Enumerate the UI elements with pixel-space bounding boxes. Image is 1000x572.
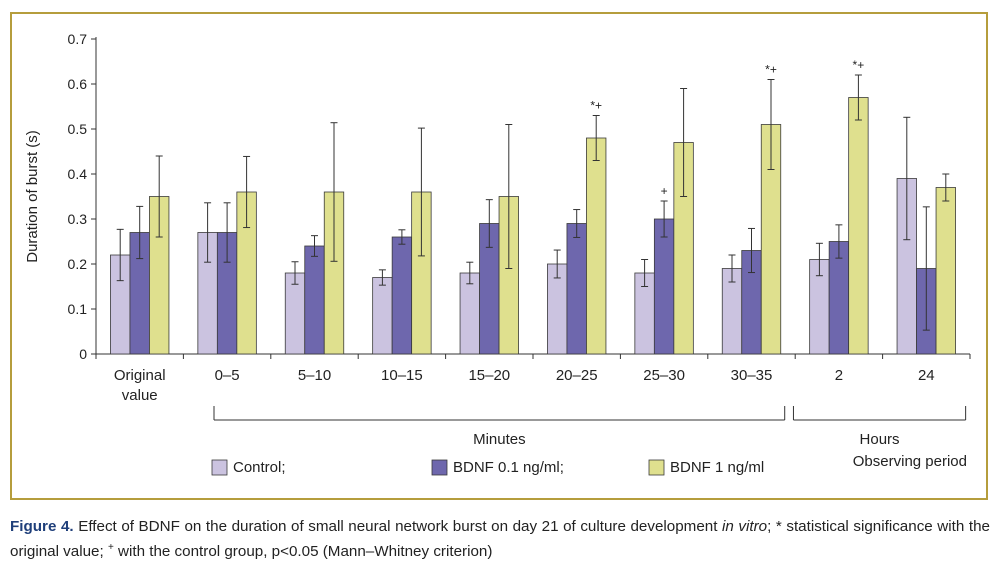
- legend-label: BDNF 1 ng/ml: [670, 459, 764, 476]
- y-tick-label: 0: [79, 346, 87, 362]
- legend-swatch: [211, 459, 228, 476]
- caption-text-1: Effect of BDNF on the duration of small …: [73, 518, 723, 535]
- bar: [653, 218, 675, 355]
- group-label: Minutes: [473, 431, 526, 448]
- y-tick-label: 0.5: [68, 121, 88, 137]
- figure-label: Figure 4.: [10, 518, 74, 535]
- y-tick-label: 0.3: [68, 211, 88, 227]
- bar: [372, 277, 393, 355]
- bar: [935, 187, 956, 355]
- y-tick-label: 0.7: [68, 31, 88, 47]
- legend-label: BDNF 0.1 ng/ml;: [453, 459, 564, 476]
- x-tick-label: 24: [918, 367, 935, 384]
- significance-mark: +: [661, 184, 668, 198]
- x-tick-label: value: [122, 387, 158, 404]
- bar: [566, 223, 587, 355]
- y-tick-label: 0.2: [68, 256, 88, 272]
- bar: [848, 97, 869, 355]
- x-tick-label: 0–5: [215, 367, 240, 384]
- bar: [459, 272, 480, 355]
- group-label: Hours: [860, 431, 900, 448]
- x-axis-label: Observing period: [853, 453, 967, 470]
- x-tick-label: 25–30: [643, 367, 685, 384]
- significance-mark: *+: [853, 58, 865, 72]
- y-tick-label: 0.4: [68, 166, 88, 182]
- legend-label: Control;: [233, 459, 286, 476]
- x-tick-label: 5–10: [298, 367, 331, 384]
- x-tick-label: 10–15: [381, 367, 423, 384]
- significance-mark: *+: [590, 99, 602, 113]
- legend-swatch: [648, 459, 665, 476]
- x-tick-label: 30–35: [731, 367, 773, 384]
- bar: [284, 272, 306, 355]
- x-tick-label: Original: [114, 367, 166, 384]
- figure-caption: Figure 4. Effect of BDNF on the duration…: [10, 516, 990, 562]
- significance-mark: *+: [765, 63, 777, 77]
- x-tick-label: 15–20: [468, 367, 510, 384]
- bar: [391, 236, 413, 355]
- caption-text-2: ; * statistical significance with the or…: [10, 518, 990, 561]
- bar: [304, 245, 325, 355]
- y-tick-label: 0.1: [68, 301, 88, 317]
- x-tick-label: 20–25: [556, 367, 598, 384]
- caption-text-3: with the control group, p<0.05 (Mann–Whi…: [113, 543, 493, 561]
- bar-chart: 0 0.1 0.2 0.3 0.4 0.5 0.6 0.7 Duration of burst …: [24, 31, 971, 476]
- bar: [586, 137, 607, 355]
- legend-swatch: [431, 459, 448, 476]
- caption-italic: in vitro: [722, 518, 768, 535]
- caption-plus-mark: +: [107, 542, 114, 553]
- y-axis-label: Duration of burst (s): [24, 130, 41, 263]
- x-tick-label: 2: [835, 367, 843, 384]
- figure-frame: 0 0.1 0.2 0.3 0.4 0.5 0.6 0.7 Duration of burst …: [10, 12, 988, 500]
- y-tick-label: 0.6: [68, 76, 88, 92]
